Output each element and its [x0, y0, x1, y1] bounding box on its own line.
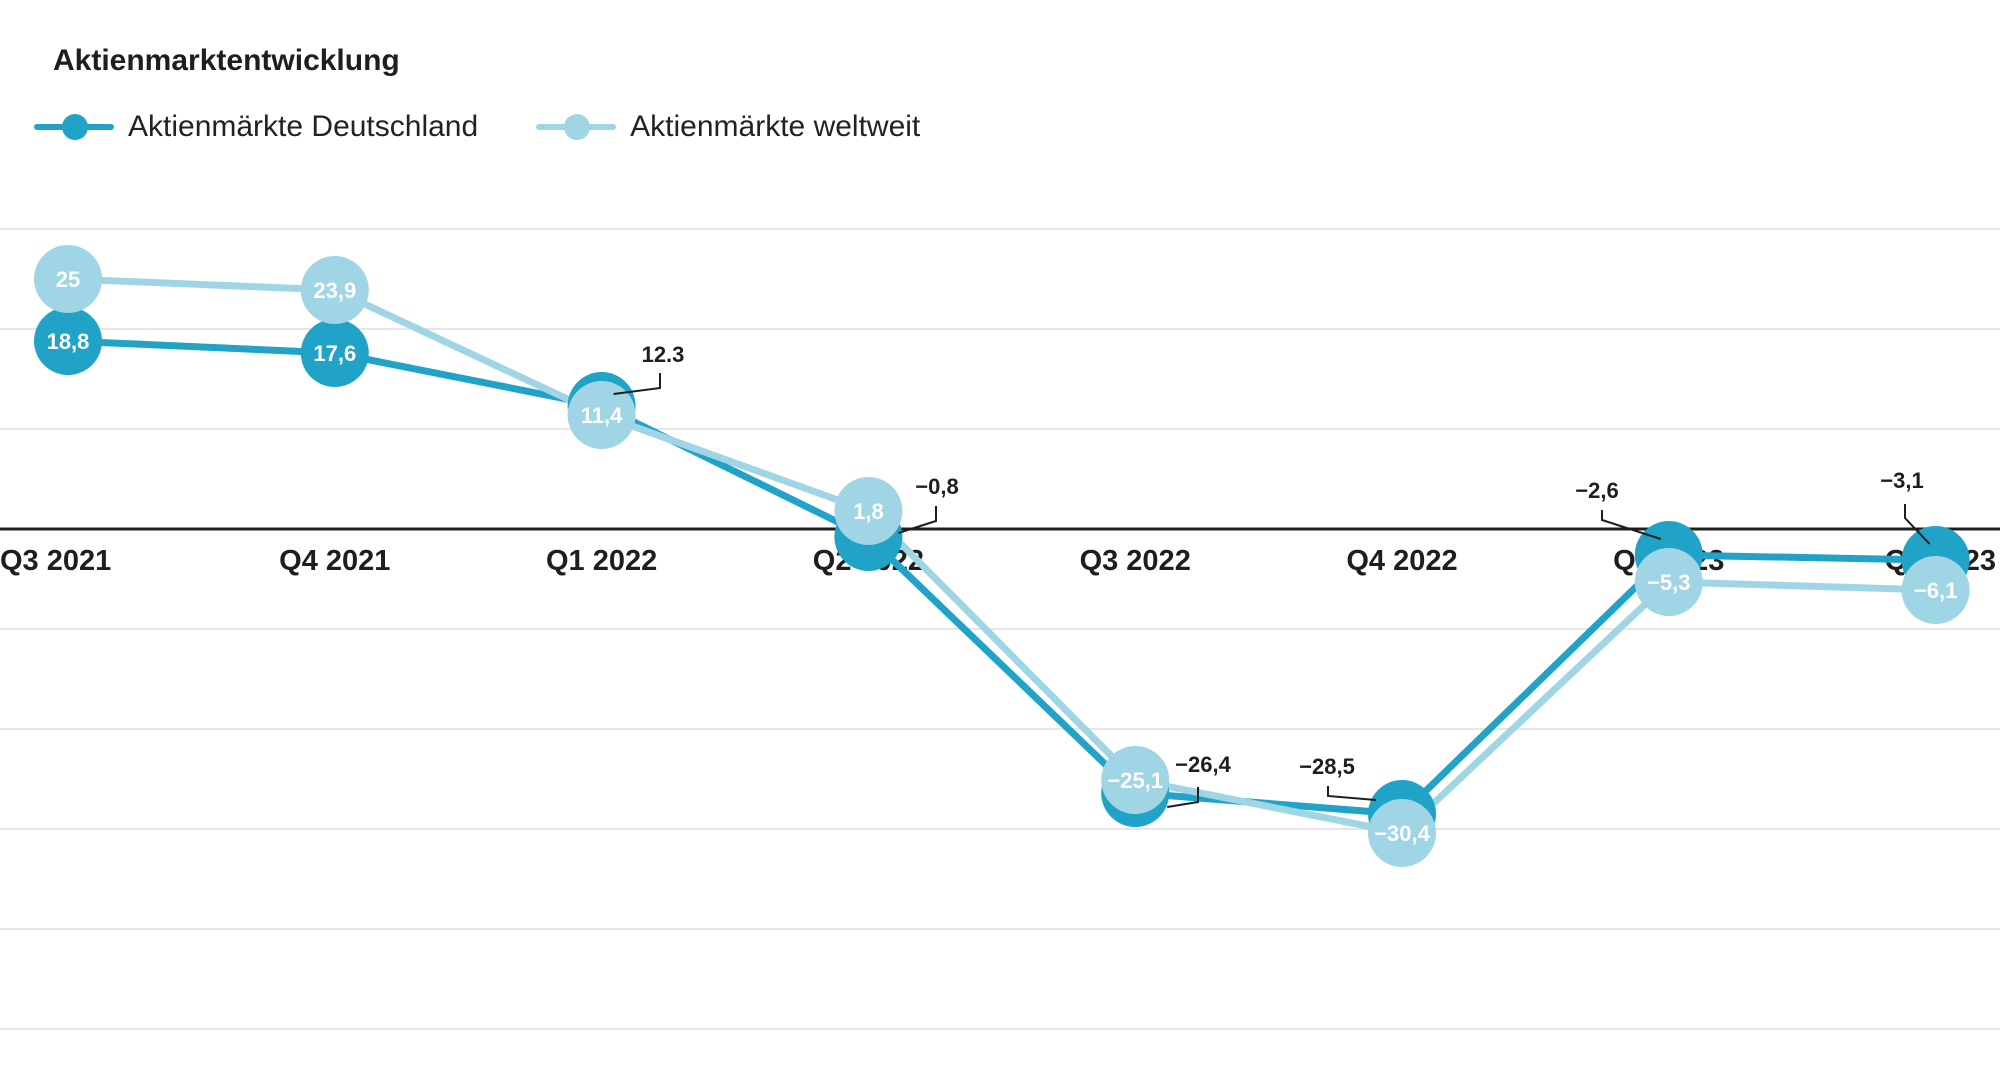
legend-label-weltweit: Aktienmärkte weltweit	[630, 110, 921, 143]
x-tick-label: Q3 2021	[0, 545, 111, 577]
label-leader-line	[1904, 504, 1931, 545]
data-label-weltweit: −25,1	[1107, 768, 1163, 793]
data-label-deutschland: 17,6	[313, 341, 356, 366]
x-tick-label: Q1 2022	[546, 545, 657, 577]
series-line-deutschland	[64, 337, 1940, 818]
label-leader-line	[1327, 786, 1377, 801]
legend-label-deutschland: Aktienmärkte Deutschland	[128, 110, 479, 143]
data-point-weltweit	[300, 256, 369, 324]
data-label-deutschland: 18,8	[47, 329, 90, 354]
data-label-weltweit: −6,1	[1914, 578, 1957, 603]
x-tick-label: Q4 2022	[1346, 545, 1457, 577]
data-label-deutschland: 12.3	[642, 342, 685, 367]
data-label-weltweit: 11,4	[581, 403, 623, 428]
data-label-weltweit: 25	[56, 267, 80, 292]
data-point-weltweit	[834, 477, 903, 545]
data-point-deutschland	[300, 319, 369, 387]
label-leader-line	[1167, 787, 1199, 808]
data-label-weltweit: 23,9	[313, 278, 356, 303]
data-label-weltweit: −30,4	[1374, 821, 1430, 846]
legend-item-weltweit[interactable]: Aktienmärkte weltweit	[536, 110, 920, 144]
x-tick-label: Q4 2021	[279, 545, 390, 577]
data-point-deutschland	[34, 307, 102, 375]
legend-swatch-deutschland	[34, 113, 114, 141]
data-point-weltweit	[1901, 556, 1970, 624]
legend-swatch-weltweit	[536, 113, 617, 141]
data-label-deutschland: −2,6	[1575, 478, 1618, 503]
x-tick-label: Q3 2022	[1080, 545, 1191, 577]
data-point-weltweit	[1101, 746, 1170, 814]
chart-title: Aktienmarktentwicklung	[53, 44, 400, 77]
data-point-weltweit	[1634, 548, 1703, 616]
data-label-deutschland: −0,8	[915, 474, 958, 499]
data-label-deutschland: −26,4	[1175, 752, 1231, 777]
gridlines	[0, 228, 2000, 1030]
label-leader-line	[898, 506, 937, 534]
data-point-weltweit	[567, 381, 636, 449]
legend-item-deutschland[interactable]: Aktienmärkte Deutschland	[34, 110, 478, 144]
data-point-weltweit	[1368, 799, 1436, 867]
series-line-weltweit	[64, 275, 1940, 837]
label-leader-line	[1601, 510, 1662, 540]
label-leader-line	[613, 373, 661, 395]
data-label-deutschland: −3,1	[1880, 468, 1923, 493]
data-label-weltweit: −5,3	[1647, 570, 1690, 595]
data-label-deutschland: −28,5	[1299, 754, 1355, 779]
data-point-weltweit	[34, 245, 102, 313]
data-label-weltweit: 1,8	[853, 499, 884, 524]
chart-legend: Aktienmärkte Deutschland Aktienmärkte we…	[34, 110, 920, 144]
